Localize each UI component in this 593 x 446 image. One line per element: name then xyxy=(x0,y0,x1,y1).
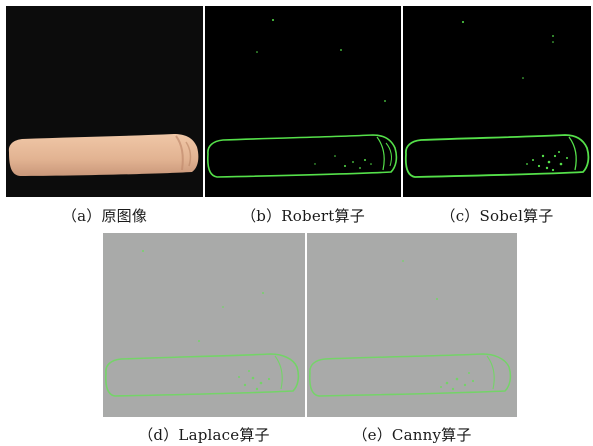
sobel-edge-image xyxy=(404,21,590,178)
caption-sobel-operator: （c）Sobel算子 xyxy=(440,207,554,225)
sobel-edge-panel xyxy=(403,6,591,197)
caption-laplace-operator: （d）Laplace算子 xyxy=(138,426,270,444)
robert-edge-image xyxy=(207,19,398,178)
original-image-panel xyxy=(6,6,203,197)
canny-edge-image xyxy=(309,260,512,397)
canny-edge-panel xyxy=(307,233,517,417)
caption-robert-operator: （b）Robert算子 xyxy=(241,207,365,225)
robert-edge-panel xyxy=(205,6,401,197)
original-image xyxy=(8,134,199,176)
laplace-edge-image xyxy=(105,250,300,397)
caption-original-image: （a）原图像 xyxy=(61,207,148,225)
caption-canny-operator: （e）Canny算子 xyxy=(352,426,472,444)
laplace-edge-panel xyxy=(103,233,305,417)
